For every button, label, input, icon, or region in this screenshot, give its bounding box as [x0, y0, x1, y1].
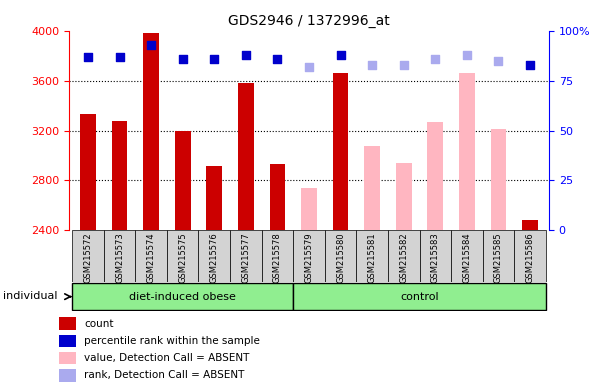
- Bar: [491, 129, 506, 230]
- Bar: [451, 230, 482, 282]
- Bar: [332, 73, 349, 230]
- Bar: [104, 230, 136, 282]
- Bar: [80, 114, 96, 230]
- Point: [241, 51, 251, 58]
- Text: GSM215573: GSM215573: [115, 232, 124, 283]
- Point: [399, 61, 409, 68]
- Text: GSM215586: GSM215586: [526, 232, 535, 283]
- Text: GSM215583: GSM215583: [431, 232, 440, 283]
- Text: GSM215575: GSM215575: [178, 232, 187, 283]
- Bar: [293, 283, 546, 310]
- Point: [115, 54, 124, 60]
- Bar: [136, 230, 167, 282]
- Bar: [206, 166, 222, 230]
- Bar: [238, 83, 254, 230]
- Bar: [72, 230, 104, 282]
- Text: GSM215577: GSM215577: [241, 232, 250, 283]
- Bar: [427, 122, 443, 230]
- Text: GSM215574: GSM215574: [146, 232, 155, 283]
- Text: count: count: [84, 318, 113, 329]
- Point: [336, 51, 346, 58]
- Bar: [388, 230, 419, 282]
- Bar: [293, 230, 325, 282]
- Point: [525, 61, 535, 68]
- Title: GDS2946 / 1372996_at: GDS2946 / 1372996_at: [228, 14, 390, 28]
- Bar: [59, 334, 76, 347]
- Bar: [269, 164, 286, 230]
- Bar: [364, 146, 380, 230]
- Bar: [514, 230, 546, 282]
- Bar: [230, 230, 262, 282]
- Point: [494, 58, 503, 64]
- Text: diet-induced obese: diet-induced obese: [129, 291, 236, 302]
- Text: value, Detection Call = ABSENT: value, Detection Call = ABSENT: [84, 353, 249, 363]
- Text: individual: individual: [3, 291, 58, 301]
- Text: GSM215585: GSM215585: [494, 232, 503, 283]
- Point: [304, 64, 314, 70]
- Text: GSM215572: GSM215572: [83, 232, 92, 283]
- Bar: [112, 121, 127, 230]
- Text: GSM215581: GSM215581: [368, 232, 377, 283]
- Text: GSM215584: GSM215584: [463, 232, 472, 283]
- Bar: [301, 188, 317, 230]
- Bar: [59, 352, 76, 364]
- Bar: [199, 230, 230, 282]
- Text: GSM215580: GSM215580: [336, 232, 345, 283]
- Point: [146, 41, 156, 48]
- Bar: [482, 230, 514, 282]
- Bar: [396, 163, 412, 230]
- Bar: [72, 283, 293, 310]
- Bar: [419, 230, 451, 282]
- Bar: [522, 220, 538, 230]
- Point: [367, 61, 377, 68]
- Text: GSM215579: GSM215579: [305, 232, 314, 283]
- Text: GSM215576: GSM215576: [210, 232, 219, 283]
- Bar: [59, 317, 76, 330]
- Point: [83, 54, 93, 60]
- Bar: [167, 230, 199, 282]
- Point: [462, 51, 472, 58]
- Bar: [459, 73, 475, 230]
- Point: [431, 56, 440, 62]
- Text: control: control: [400, 291, 439, 302]
- Text: percentile rank within the sample: percentile rank within the sample: [84, 336, 260, 346]
- Point: [272, 56, 282, 62]
- Text: rank, Detection Call = ABSENT: rank, Detection Call = ABSENT: [84, 370, 244, 381]
- Point: [209, 56, 219, 62]
- Bar: [262, 230, 293, 282]
- Bar: [59, 369, 76, 382]
- Point: [178, 56, 187, 62]
- Bar: [143, 33, 159, 230]
- Text: GSM215582: GSM215582: [399, 232, 408, 283]
- Text: GSM215578: GSM215578: [273, 232, 282, 283]
- Bar: [175, 131, 191, 230]
- Bar: [325, 230, 356, 282]
- Bar: [356, 230, 388, 282]
